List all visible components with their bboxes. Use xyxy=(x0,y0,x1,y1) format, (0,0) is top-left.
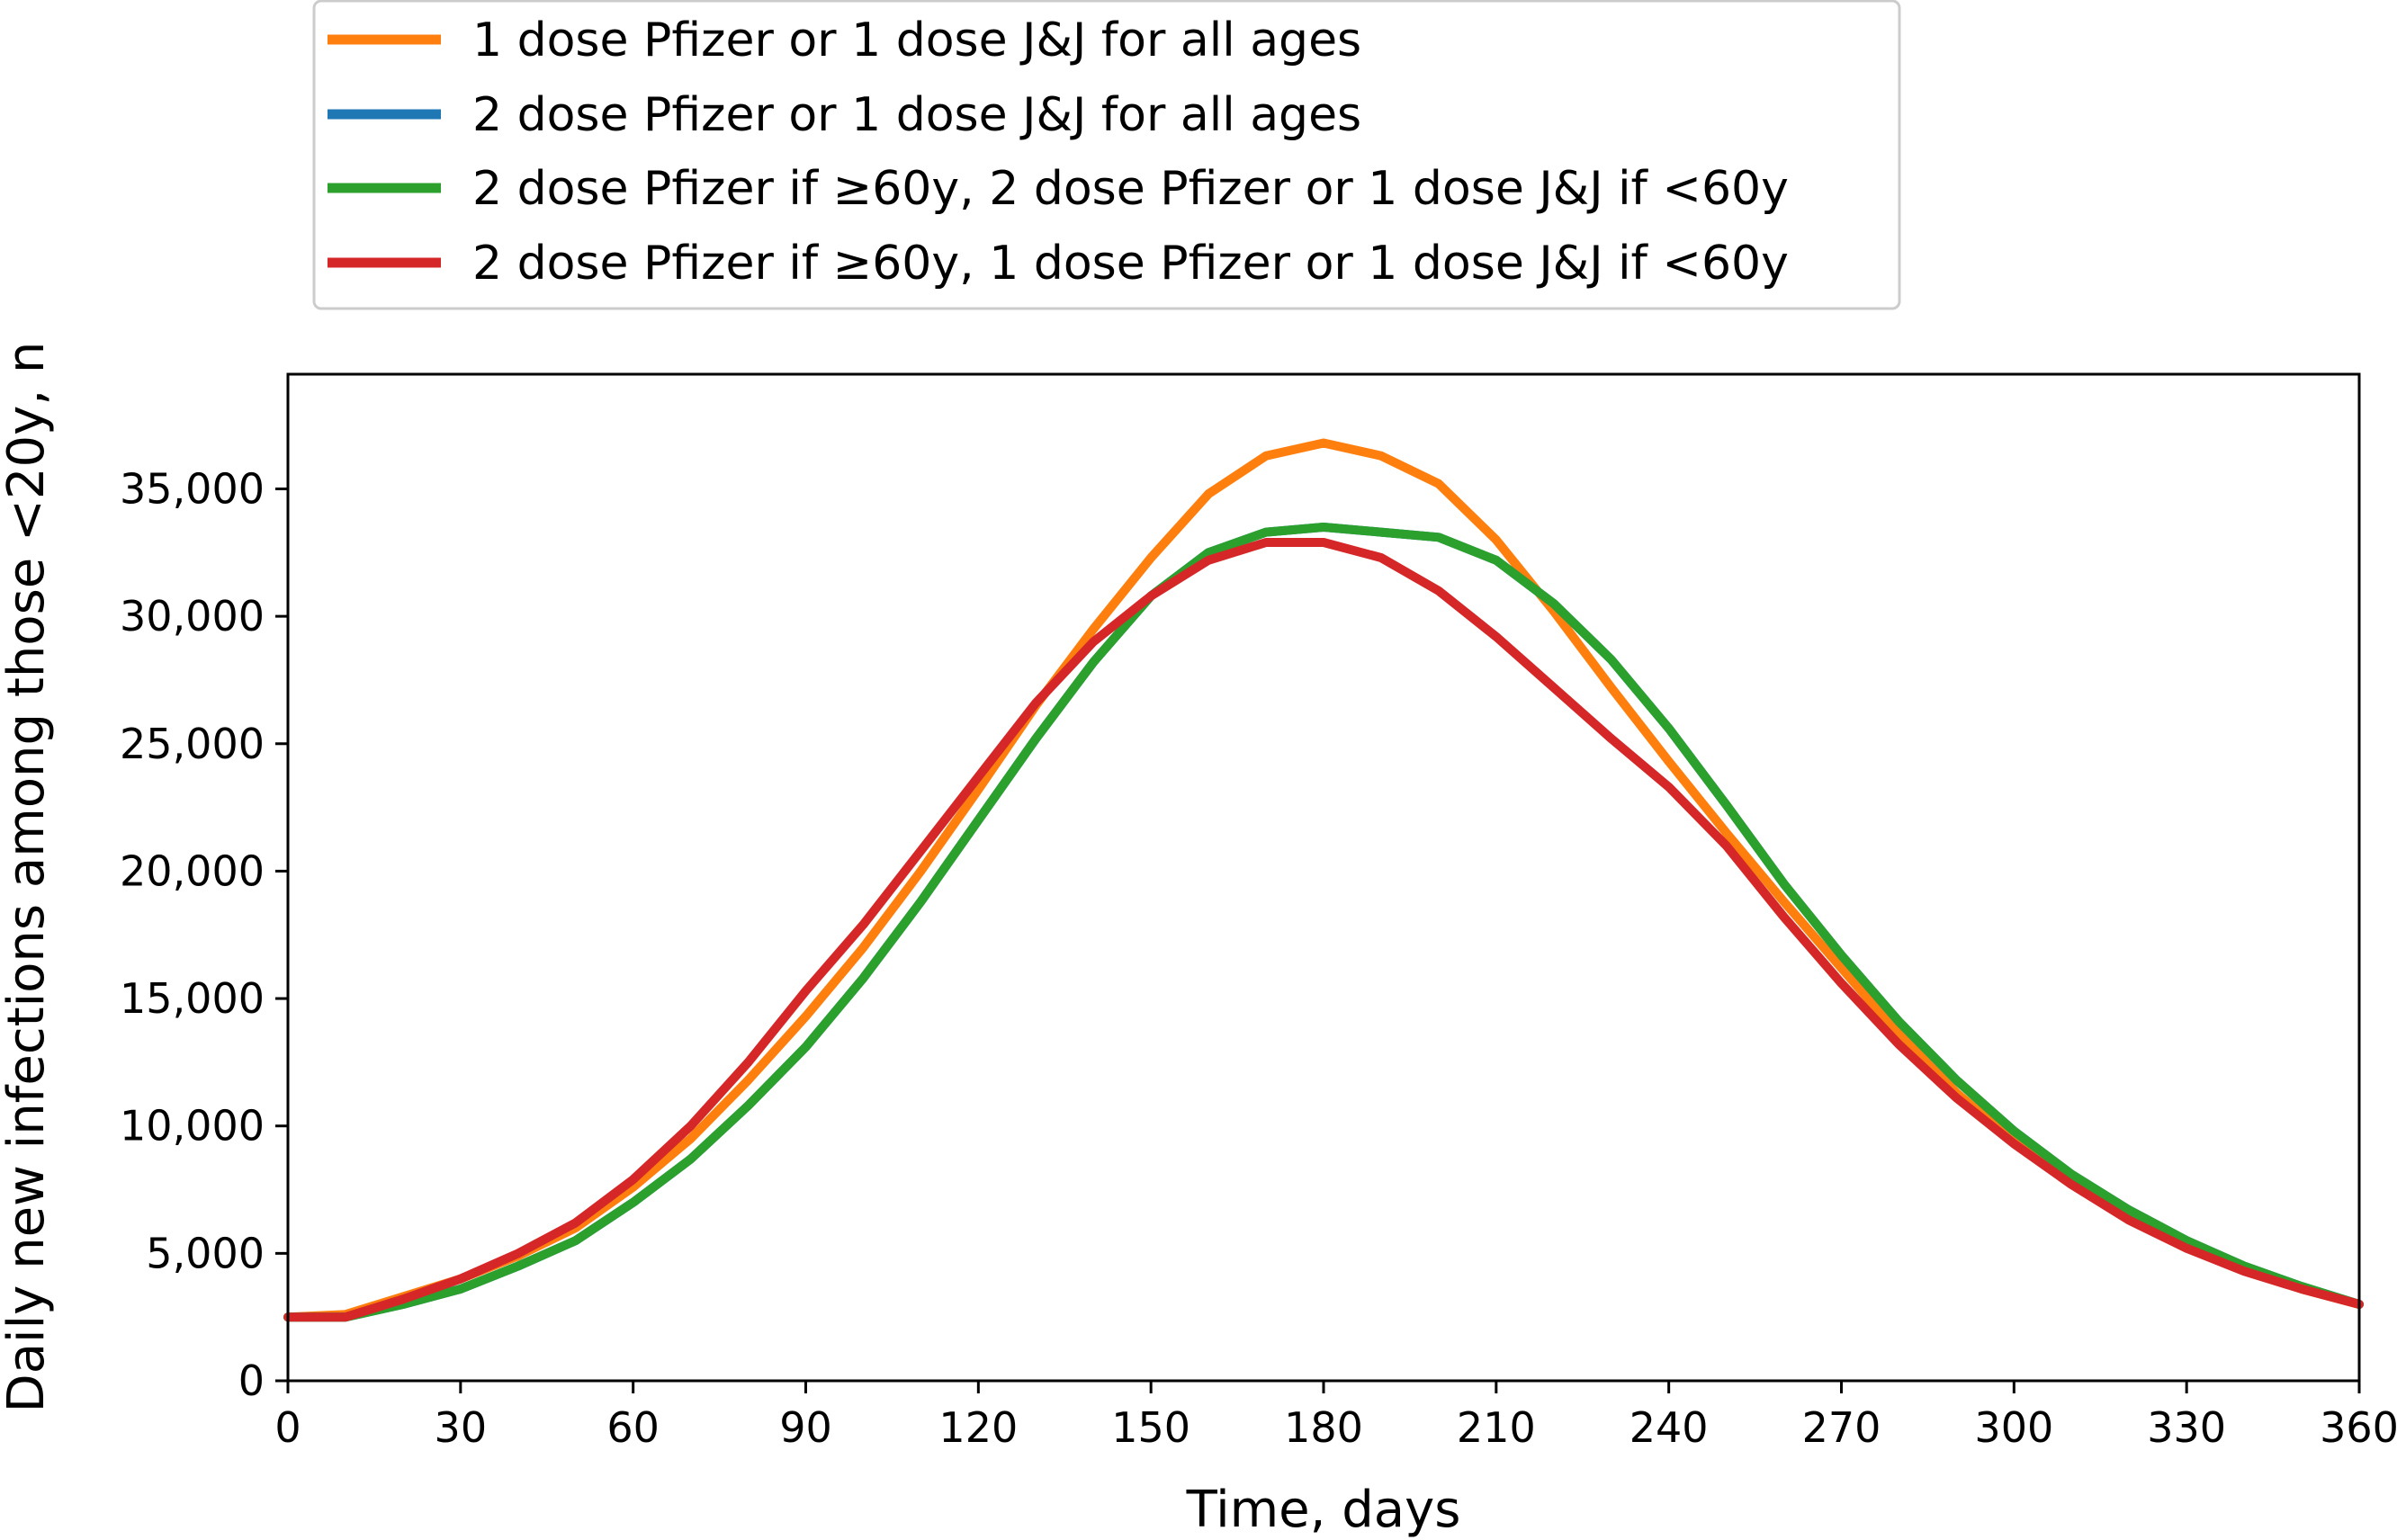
x-tick-label: 300 xyxy=(1974,1403,2053,1452)
y-tick-label: 15,000 xyxy=(120,974,265,1023)
legend-entry: 2 dose Pfizer if ≥60y, 2 dose Pfizer or … xyxy=(328,162,1789,216)
legend-label: 1 dose Pfizer or 1 dose J&J for all ages xyxy=(472,13,1361,67)
x-tick-label: 210 xyxy=(1457,1403,1536,1452)
legend: 1 dose Pfizer or 1 dose J&J for all ages… xyxy=(312,0,1901,310)
series-line xyxy=(283,538,2364,1322)
x-tick-label: 0 xyxy=(274,1403,301,1452)
legend-entry: 2 dose Pfizer if ≥60y, 1 dose Pfizer or … xyxy=(328,237,1789,291)
x-tick-label: 180 xyxy=(1284,1403,1363,1452)
x-tick-label: 330 xyxy=(2147,1403,2226,1452)
x-tick-label: 360 xyxy=(2320,1403,2399,1452)
y-tick-label: 25,000 xyxy=(120,720,265,768)
y-tick-label: 0 xyxy=(238,1356,265,1405)
x-tick-label: 120 xyxy=(938,1403,1018,1452)
legend-label: 2 dose Pfizer or 1 dose J&J for all ages xyxy=(472,88,1361,142)
y-tick-label: 5,000 xyxy=(146,1229,265,1277)
y-tick-label: 20,000 xyxy=(120,846,265,895)
x-axis: 0 30 60 90 120 150 180 210 240 270 300 330 360 xyxy=(274,1381,2399,1452)
legend-entry: 1 dose Pfizer or 1 dose J&J for all ages xyxy=(328,13,1361,67)
y-tick-label: 30,000 xyxy=(120,592,265,640)
x-tick-label: 270 xyxy=(1802,1403,1881,1452)
series-layer xyxy=(283,438,2364,1322)
plot-area xyxy=(283,372,2364,1383)
y-tick-label: 35,000 xyxy=(120,464,265,513)
y-axis-title: Daily new infections among those <20y, n xyxy=(0,342,56,1413)
legend-entry: 2 dose Pfizer or 1 dose J&J for all ages xyxy=(328,88,1361,142)
legend-box xyxy=(312,0,1901,310)
y-axis: 0 5,000 10,000 15,000 20,000 25,000 30,000 35,0… xyxy=(120,464,288,1405)
y-tick-label: 10,000 xyxy=(120,1102,265,1151)
legend-label: 2 dose Pfizer if ≥60y, 2 dose Pfizer or … xyxy=(472,162,1789,216)
x-axis-title: Time, days xyxy=(1186,1481,1461,1539)
series-line xyxy=(283,438,2364,1322)
series-line xyxy=(283,523,2364,1322)
x-tick-label: 240 xyxy=(1629,1403,1709,1452)
x-tick-label: 60 xyxy=(606,1403,660,1452)
x-tick-label: 30 xyxy=(435,1403,488,1452)
x-tick-label: 90 xyxy=(779,1403,832,1452)
legend-label: 2 dose Pfizer if ≥60y, 1 dose Pfizer or … xyxy=(472,237,1789,291)
series-line xyxy=(283,523,2364,1322)
x-tick-label: 150 xyxy=(1111,1403,1190,1452)
